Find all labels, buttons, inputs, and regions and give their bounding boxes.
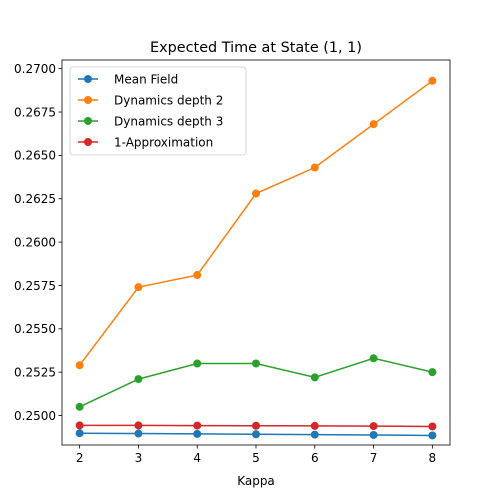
data-point-dynamics-depth-2	[75, 361, 84, 370]
legend-label-1-approximation: 1-Approximation	[114, 135, 213, 149]
data-point-1-approximation	[310, 421, 319, 430]
data-point-dynamics-depth-3	[193, 359, 202, 368]
chart-title: Expected Time at State (1, 1)	[150, 40, 362, 56]
data-point-dynamics-depth-2	[252, 189, 260, 198]
y-tick-label: 0.2650	[14, 149, 56, 163]
data-point-dynamics-depth-3	[428, 368, 437, 377]
data-point-mean-field	[193, 429, 202, 438]
x-tick-label: 6	[311, 451, 319, 465]
y-tick-label: 0.2550	[14, 322, 56, 336]
y-tick-label: 0.2575	[14, 279, 56, 293]
data-point-dynamics-depth-2	[134, 283, 143, 292]
y-tick-label: 0.2525	[14, 365, 56, 379]
legend-marker-mean-field	[84, 75, 92, 83]
data-point-1-approximation	[428, 422, 437, 431]
x-axis-label: Kappa	[237, 474, 275, 488]
data-point-1-approximation	[252, 421, 260, 430]
data-point-dynamics-depth-3	[310, 373, 319, 382]
data-point-dynamics-depth-2	[428, 76, 437, 85]
data-point-dynamics-depth-2	[369, 120, 378, 129]
data-point-dynamics-depth-3	[134, 375, 143, 384]
y-tick-label: 0.2600	[14, 235, 56, 249]
y-tick-label: 0.2500	[14, 409, 56, 423]
data-point-mean-field	[75, 429, 84, 438]
data-point-mean-field	[369, 430, 378, 439]
legend-label-mean-field: Mean Field	[114, 72, 178, 86]
data-point-1-approximation	[369, 422, 378, 431]
data-point-1-approximation	[134, 421, 143, 430]
data-point-dynamics-depth-3	[252, 359, 260, 368]
data-point-1-approximation	[75, 421, 84, 430]
x-tick-label: 8	[429, 451, 437, 465]
data-point-dynamics-depth-2	[310, 163, 319, 172]
data-point-mean-field	[428, 431, 437, 440]
legend-marker-1-approximation	[84, 138, 92, 146]
x-tick-label: 2	[76, 451, 84, 465]
legend-marker-dynamics-depth-3	[84, 117, 92, 125]
y-tick-label: 0.2675	[14, 105, 56, 119]
legend-label-dynamics-depth-2: Dynamics depth 2	[114, 93, 223, 107]
legend-label-dynamics-depth-3: Dynamics depth 3	[114, 114, 223, 128]
data-point-dynamics-depth-2	[193, 271, 202, 280]
data-point-mean-field	[310, 430, 319, 439]
legend-marker-dynamics-depth-2	[84, 96, 92, 104]
legend-box	[69, 66, 247, 156]
x-tick-label: 7	[370, 451, 378, 465]
plot-area: 2 3 4 5 6 7 8 0.2500 0.2525 0.2550 0.2575 0.2600 0.2…	[14, 59, 451, 465]
data-point-mean-field	[134, 429, 143, 438]
data-point-1-approximation	[193, 421, 202, 430]
y-tick-label: 0.2625	[14, 192, 56, 206]
data-point-mean-field	[252, 430, 260, 439]
x-tick-label: 4	[193, 451, 201, 465]
x-tick-label: 5	[252, 451, 260, 465]
x-tick-label: 3	[135, 451, 143, 465]
data-point-dynamics-depth-3	[75, 402, 84, 411]
y-tick-label: 0.2700	[14, 62, 56, 76]
data-point-dynamics-depth-3	[369, 354, 378, 363]
